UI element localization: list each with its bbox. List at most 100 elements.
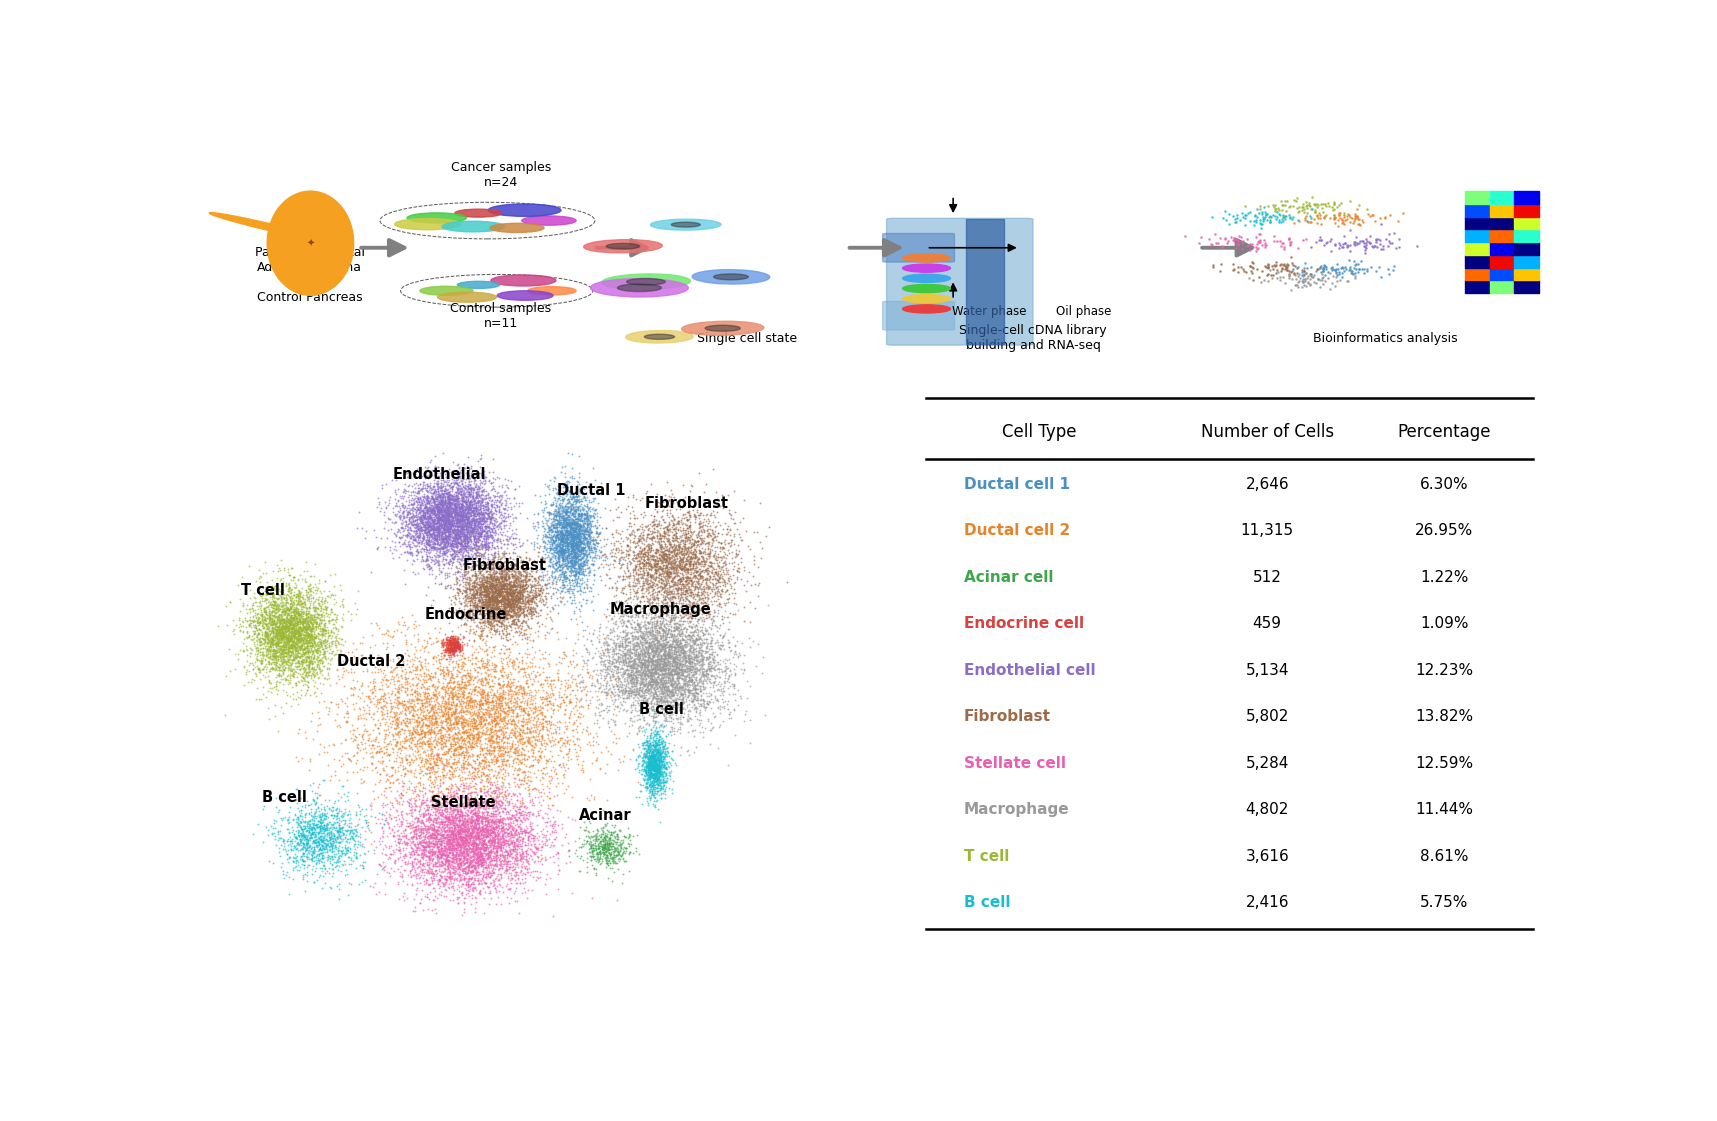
Point [654,779,682,797]
Point [537,597,565,615]
Point [481,586,508,604]
Point [647,651,675,669]
Point [304,605,331,623]
Point [484,586,512,604]
Point [711,574,738,592]
Point [311,633,338,651]
Point [573,504,601,522]
Point [644,629,671,647]
Point [503,585,531,603]
Point [634,650,661,668]
Point [458,738,486,756]
Point [422,529,450,547]
Point [434,490,462,508]
Point [556,502,584,520]
Point [309,819,337,837]
Point [436,630,464,648]
Point [666,678,694,696]
Point [488,777,515,795]
Point [561,580,589,597]
Point [697,660,725,678]
Point [647,700,675,717]
Point [294,834,321,852]
Point [416,536,443,554]
Point [585,837,613,855]
Point [673,575,701,593]
Point [486,568,513,586]
Point [503,830,531,847]
Point [395,524,422,541]
Point [323,828,350,846]
Point [692,594,719,612]
Point [417,837,445,855]
Point [685,544,713,562]
Point [690,557,718,575]
Point [534,528,561,546]
Point [446,812,474,830]
Point [644,590,671,608]
Point [515,593,543,611]
Point [403,813,431,831]
Point [431,513,458,531]
Point [491,851,519,869]
Point [258,632,285,650]
Point [311,631,338,649]
Point [390,562,417,580]
Point [493,860,520,878]
Point [438,632,465,650]
Point [270,613,297,631]
Point [434,646,462,664]
Point [434,818,462,836]
Point [520,698,548,716]
Point [340,721,367,739]
Point [1332,260,1360,278]
Point [397,795,424,813]
Point [534,713,561,731]
Point [561,537,589,555]
Point [472,795,500,813]
Point [522,871,549,889]
Point [251,631,278,649]
Point [455,512,482,530]
Point [452,489,479,507]
Point [438,491,465,509]
Point [407,490,434,508]
Point [397,494,424,512]
Point [453,815,481,833]
Point [268,630,295,648]
Point [321,577,349,595]
Point [465,524,493,541]
Point [572,685,599,703]
Point [486,705,513,723]
Point [453,589,481,606]
Ellipse shape [606,243,640,249]
Point [481,592,508,610]
Point [644,760,671,778]
Point [628,545,656,563]
Point [340,664,367,682]
Point [519,723,546,741]
Point [666,633,694,651]
Point [642,643,670,661]
Point [429,874,457,892]
Point [548,538,575,556]
Point [398,840,426,858]
Point [500,612,527,630]
Point [428,513,455,531]
Point [436,638,464,656]
Point [409,513,436,531]
Point [635,767,663,785]
Point [493,597,520,615]
Point [584,844,611,862]
Point [558,538,585,556]
Point [424,526,452,544]
Point [465,527,493,545]
Point [615,717,642,735]
Point [474,844,501,862]
Point [391,853,419,871]
Point [297,666,325,684]
Point [381,736,409,754]
Point [391,712,419,730]
Point [414,532,441,550]
Point [474,817,501,835]
